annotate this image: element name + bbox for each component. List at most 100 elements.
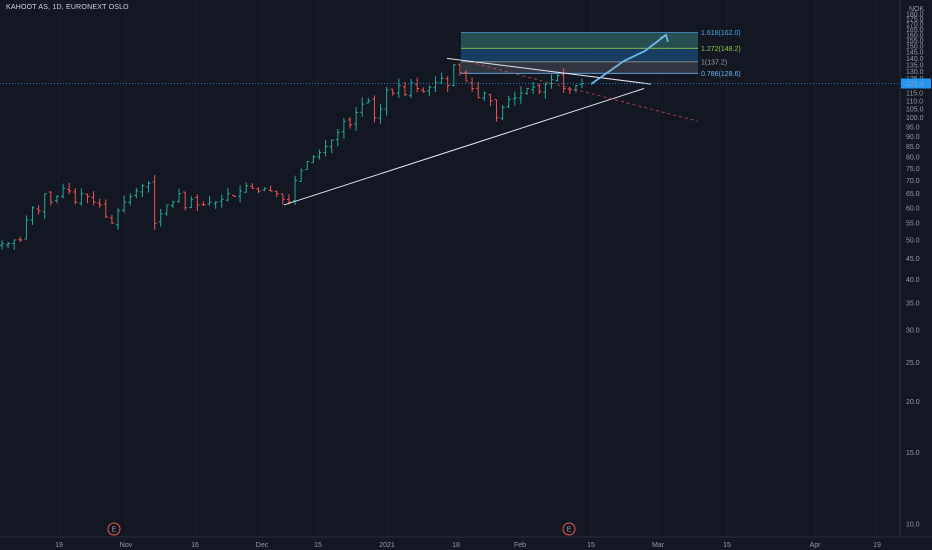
y-tick-label: 20.0 xyxy=(906,399,920,406)
ohlc-bar xyxy=(293,175,298,206)
ohlc-bar xyxy=(225,187,230,202)
ohlc-bar xyxy=(146,181,151,193)
current-price-badge xyxy=(901,78,931,89)
ohlc-bar xyxy=(158,208,163,227)
y-tick-label: 15.0 xyxy=(906,450,920,457)
ohlc-bar xyxy=(384,86,389,116)
y-tick-label: 165.0 xyxy=(906,27,924,34)
ohlc-bar xyxy=(561,68,566,93)
ohlc-bar xyxy=(531,81,536,95)
ohlc-bar xyxy=(537,83,542,95)
ohlc-bar xyxy=(195,194,200,212)
ohlc-bar xyxy=(91,191,96,206)
ohlc-bar xyxy=(470,77,475,92)
ohlc-bar xyxy=(30,206,35,225)
ohlc-bar xyxy=(518,86,523,104)
ohlc-bar xyxy=(79,188,84,206)
ohlc-bar xyxy=(268,185,273,192)
ohlc-bar xyxy=(378,103,383,124)
y-tick-label: 45.0 xyxy=(906,256,920,263)
ohlc-bar xyxy=(12,239,17,250)
ohlc-bar xyxy=(109,214,114,224)
x-tick-label: 19 xyxy=(873,542,881,549)
ohlc-bar xyxy=(170,200,175,209)
ohlc-bar xyxy=(54,195,59,204)
y-tick-label: 25.0 xyxy=(906,360,920,367)
y-tick-label: 70.0 xyxy=(906,178,920,185)
y-tick-label: 100.0 xyxy=(906,115,924,122)
fib-level-label: 1.272(148.2) xyxy=(701,46,741,53)
ohlc-bar xyxy=(506,95,511,109)
ohlc-bar xyxy=(250,183,255,189)
ohlc-bar xyxy=(396,78,401,98)
drawings[interactable] xyxy=(283,33,699,206)
ohlc-bar xyxy=(409,78,414,98)
y-tick-label: 30.0 xyxy=(906,328,920,335)
ohlc-bar xyxy=(464,70,468,82)
ohlc-bar xyxy=(18,236,23,243)
y-tick-label: 175.0 xyxy=(906,16,924,23)
x-tick-label: Apr xyxy=(810,542,822,549)
y-tick-label: 10.0 xyxy=(906,522,920,529)
y-tick-label: 105.0 xyxy=(906,107,924,114)
ohlc-bar xyxy=(445,75,450,92)
ohlc-bar xyxy=(305,160,310,171)
ohlc-bar xyxy=(122,195,127,213)
x-tick-label: Feb xyxy=(514,542,526,549)
x-tick-label: 15 xyxy=(587,542,595,549)
rising-support-trendline[interactable] xyxy=(283,88,645,206)
x-tick-label: 19 xyxy=(55,542,63,549)
falling-resistance-trendline[interactable] xyxy=(446,57,652,85)
ohlc-bar xyxy=(427,85,432,97)
ohlc-bar xyxy=(164,204,169,216)
ohlc-bar xyxy=(488,93,493,107)
y-tick-label: 60.0 xyxy=(906,205,920,212)
ohlc-bar xyxy=(317,149,322,160)
x-tick-label: 15 xyxy=(314,542,322,549)
x-tick-label: 15 xyxy=(723,542,731,549)
ohlc-bar xyxy=(177,188,182,204)
ohlc-bar xyxy=(323,140,328,157)
ohlc-bar xyxy=(134,187,139,199)
earnings-marker-label: E xyxy=(567,527,572,534)
ohlc-bar xyxy=(549,74,554,89)
ohlc-bar xyxy=(116,207,120,230)
ohlc-bar xyxy=(299,168,304,183)
ohlc-bar xyxy=(360,97,365,117)
ohlc-bar xyxy=(73,188,78,205)
x-tick-label: 18 xyxy=(452,542,460,549)
y-tick-label: 160.0 xyxy=(906,32,924,39)
x-tick-label: 2021 xyxy=(379,542,395,549)
y-tick-label: 85.0 xyxy=(906,144,920,151)
y-tick-label: 90.0 xyxy=(906,134,920,141)
projection-path[interactable] xyxy=(590,34,667,85)
ohlc-bar xyxy=(286,194,291,205)
ohlc-bar xyxy=(183,191,188,211)
fibonacci-extension[interactable]: 1.618(162.0) 1.272(148.2) 1(137.2) 0.786(12… xyxy=(461,30,741,78)
fib-zone xyxy=(461,48,698,62)
y-tick-label: 40.0 xyxy=(906,277,920,284)
ohlc-bar xyxy=(232,194,236,197)
y-tick-label: 55.0 xyxy=(906,221,920,228)
ohlc-bar xyxy=(433,76,438,92)
ohlc-bar xyxy=(348,117,352,129)
y-tick-label: 155.0 xyxy=(906,38,924,45)
ohlc-bar xyxy=(494,99,499,122)
x-tick-label: 16 xyxy=(191,542,199,549)
ohlc-bar xyxy=(341,118,346,139)
ohlc-bar xyxy=(219,194,224,208)
ohlc-bar xyxy=(402,82,407,96)
ohlc-bar xyxy=(97,198,102,208)
ohlc-bar xyxy=(256,187,261,194)
ohlc-bar xyxy=(244,182,249,193)
projection-arrowhead xyxy=(659,33,669,43)
ohlc-bar xyxy=(390,88,395,96)
time-axis[interactable]: 19 Nov 16 Dec 15 2021 18 Feb 15 Mar 15 Apr 19 xyxy=(55,542,881,549)
fib-zone xyxy=(461,61,698,74)
price-axis[interactable]: 180.0175.0170.0165.0160.0155.0150.0145.0… xyxy=(901,6,931,529)
ohlc-bar xyxy=(128,192,133,206)
x-tick-label: Dec xyxy=(256,542,269,549)
ohlc-bars xyxy=(0,63,584,250)
ohlc-bar xyxy=(189,196,194,209)
